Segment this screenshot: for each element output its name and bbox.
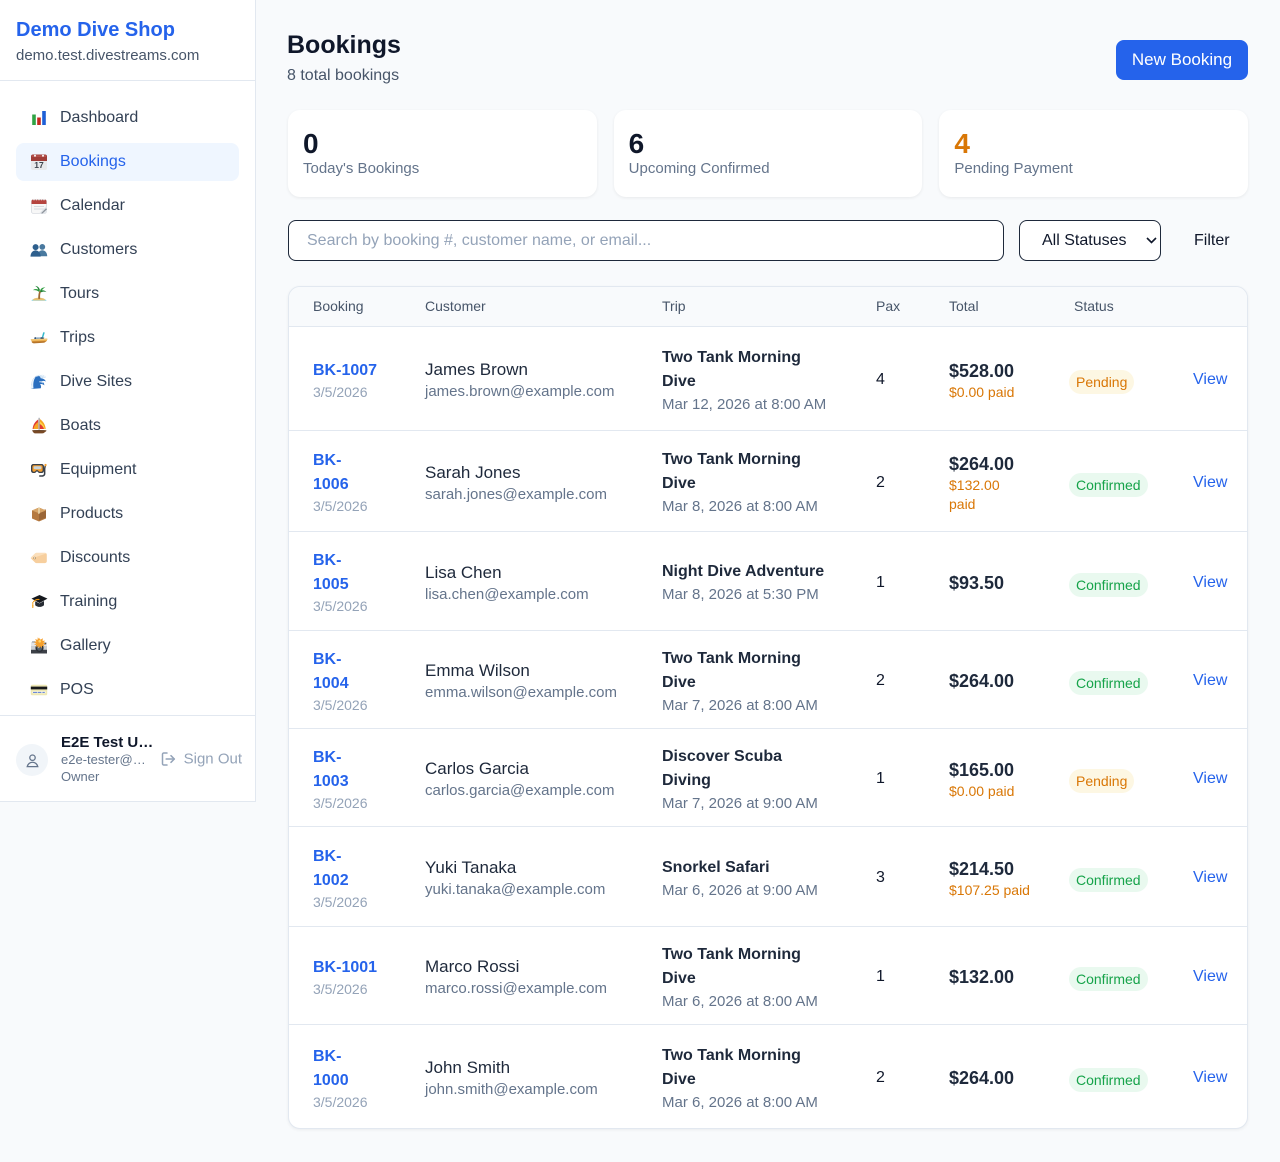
svg-text:17: 17	[34, 160, 44, 170]
